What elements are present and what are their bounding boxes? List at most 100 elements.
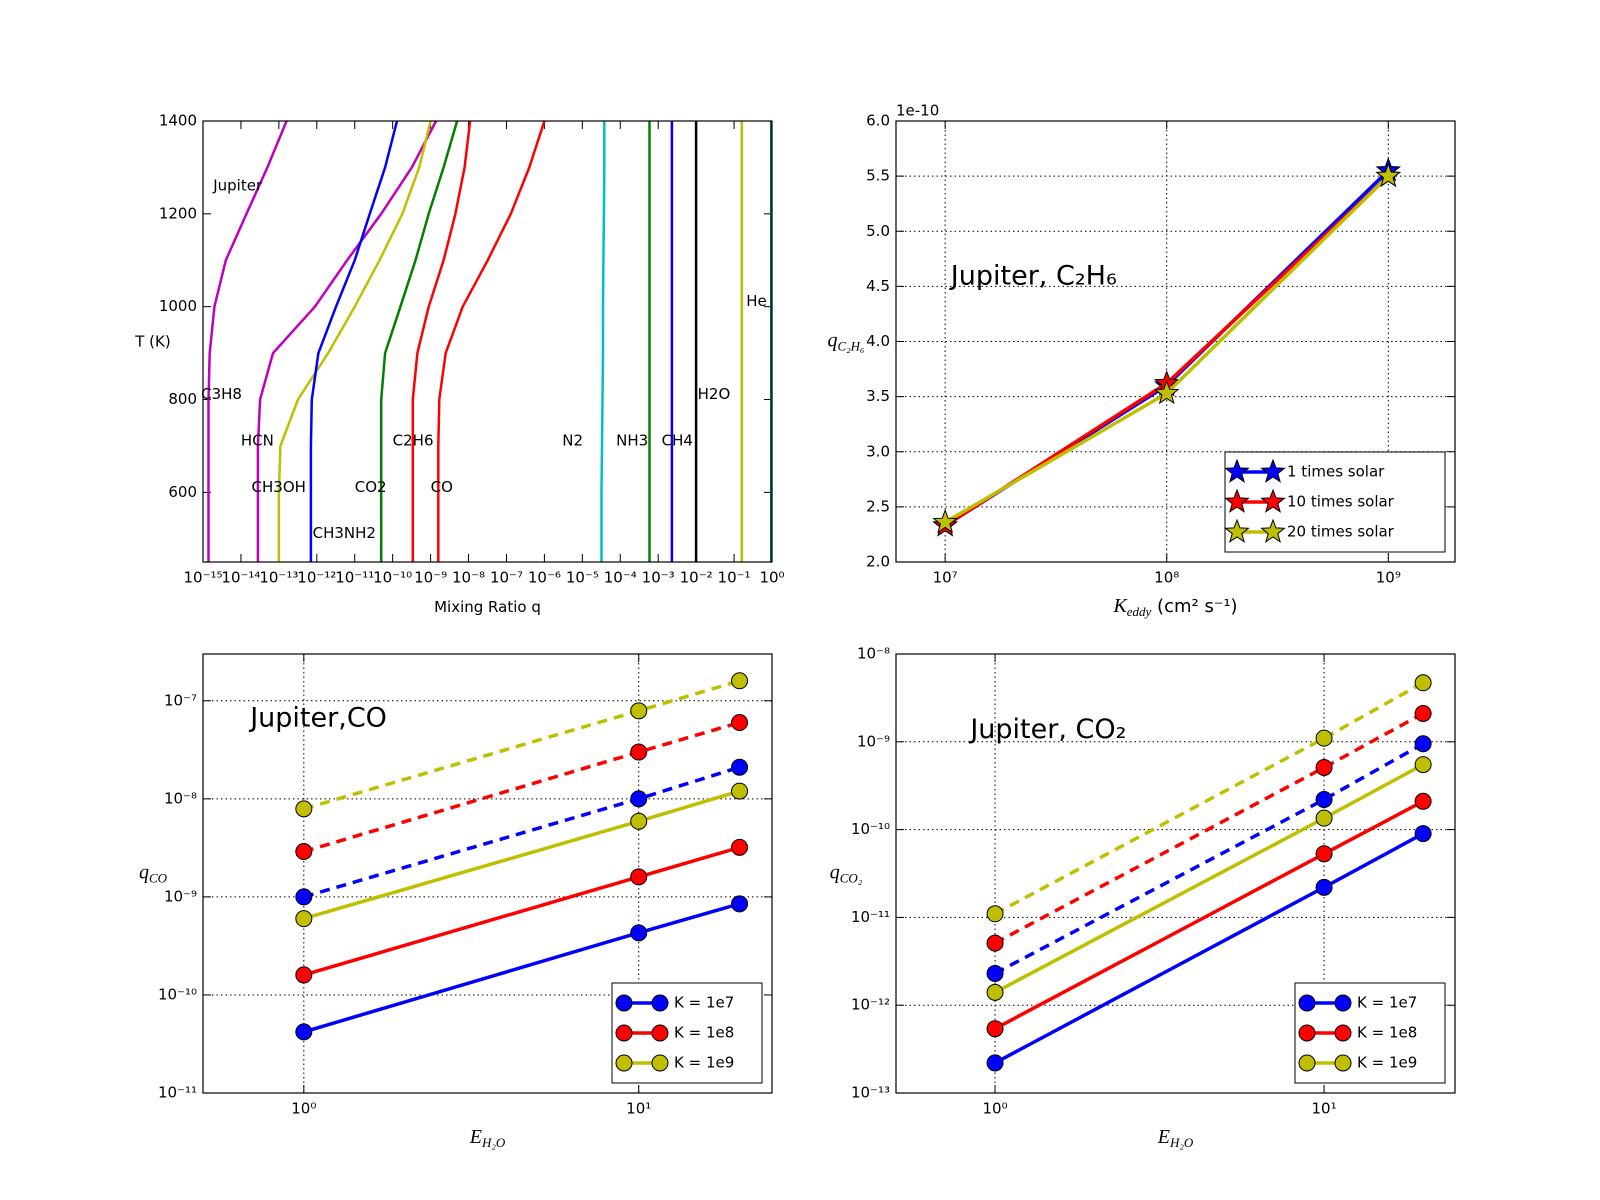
curve-label: C2H6 [393,431,434,449]
y-tick-label: 5.0 [866,222,890,240]
star-marker [932,508,958,534]
series-line [207,120,288,562]
y-tick-label: 4.0 [866,332,890,350]
series-line [994,711,1424,945]
circle-marker [1298,994,1316,1012]
legend-label: K = 1e9 [1357,1054,1417,1072]
circle-marker [986,905,1004,923]
circle-marker [731,895,749,913]
y-tick-label: 800 [168,390,197,408]
axis-label-sub: H₂O [481,1135,506,1150]
axis-label: Keddy (cm² s⁻¹) [1112,595,1237,619]
star-marker [1375,162,1402,187]
axis-label-main: T (K) [134,332,170,350]
legend-label: 20 times solar [1287,523,1395,541]
x-tick-label: 10¹ [626,1100,651,1118]
circle-marker [1414,825,1432,843]
plot-frame [895,120,1456,563]
y-tick-label: 2.0 [866,553,890,571]
circle-marker [986,1020,1004,1038]
legend-label: K = 1e7 [674,994,734,1012]
y-tick-label: 4.5 [866,277,890,295]
star-marker [1260,518,1286,543]
circle-marker [295,1023,313,1041]
star-marker [1260,488,1286,513]
star-marker [1260,458,1286,483]
x-tick-label: 10⁷ [933,569,958,587]
series-line [994,742,1424,975]
axis-label-sub: eddy [1127,604,1152,619]
curve-label: Jupiter [212,176,263,194]
x-tick-label: 10⁻¹¹ [335,569,374,587]
axis-label-sub: CO [149,870,168,885]
x-tick-label: 10⁻³ [642,569,675,587]
annotation: Jupiter,CO [248,702,387,733]
axis-label-sub: H₂O [1169,1135,1194,1150]
curve-label: C3H8 [201,385,242,403]
y-tick-label: 3.0 [866,442,890,460]
x-tick-label: 10⁻⁹ [414,569,447,587]
axis-label: T (K) [134,332,170,350]
circle-marker [630,812,648,830]
y-tick-label: 10⁻⁷ [164,691,197,709]
y-tick-label: 3.5 [866,387,890,405]
y-tick-label: 1400 [159,112,197,130]
plot-frame [895,653,1456,1094]
axis-label-main: q [139,861,149,883]
circle-marker [630,702,648,720]
axis-label-main: K [1112,595,1128,617]
circle-marker [630,743,648,761]
series-line [994,681,1424,916]
circle-marker [1315,791,1333,809]
axis-label: EH₂O [469,1126,506,1150]
circle-marker [731,714,749,732]
star-marker [1153,379,1180,405]
axis-label-unit: (cm² s⁻¹) [1151,596,1237,617]
circle-marker [630,924,648,942]
axis-label: qCO₂ [830,861,863,885]
circle-marker [630,790,648,808]
curve-label: H2O [698,385,731,403]
circle-marker [295,966,313,984]
x-tick-label: 10⁻¹⁴ [221,569,260,587]
circle-marker [1334,994,1352,1012]
y-tick-label: 1200 [159,204,197,222]
y-tick-label: 10⁻¹⁰ [158,985,197,1003]
plot-frame [202,120,773,563]
annotation: Jupiter, CO₂ [968,714,1126,745]
axis-label-main: q [827,329,837,351]
axis-label-main: Mixing Ratio q [434,598,541,616]
y-tick-label: 2.5 [866,497,890,515]
circle-marker [1414,705,1432,723]
circle-marker [1414,735,1432,753]
x-tick-label: 10⁻¹³ [259,569,298,587]
circle-marker [986,934,1004,952]
x-tick-label: 10¹ [1312,1100,1337,1118]
circle-marker [615,1024,633,1042]
circle-marker [1414,674,1432,692]
series-line [256,120,438,562]
legend-label: K = 1e9 [674,1054,734,1072]
axis-label-sub: C₂H₆ [837,338,864,353]
annotation: Jupiter, C₂H₆ [949,261,1117,292]
x-tick-label: 10⁻¹² [297,569,336,587]
plot-frame [202,653,773,1094]
y-tick-label: 10⁻¹² [851,996,890,1014]
x-tick-label: 10⁰ [759,569,784,587]
axis-label: qCO [139,861,168,885]
axis-label-main: q [830,861,840,883]
circle-marker [1315,729,1333,747]
axis-label: qC₂H₆ [827,329,864,353]
circle-marker [1334,1054,1352,1072]
circle-marker [731,782,749,800]
legend-label: K = 1e7 [1357,994,1417,1012]
curve-label: CO [431,478,453,496]
x-tick-label: 10⁻¹⁰ [373,569,412,587]
series-line [379,120,459,562]
series-line [277,120,432,562]
offset-label: 1e-10 [896,102,939,120]
circle-marker [630,868,648,886]
y-tick-label: 10⁻⁹ [164,887,197,905]
circle-marker [1315,845,1333,863]
